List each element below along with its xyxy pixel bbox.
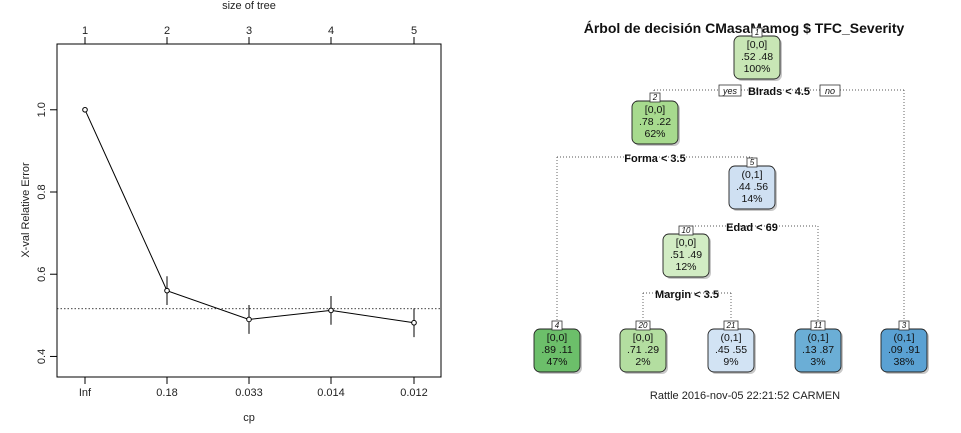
node-class-label: [0,0] [547, 332, 568, 344]
y-tick-label: 1.0 [36, 102, 48, 117]
top-tick-label: 2 [164, 25, 170, 37]
node-probabilities: .89 .11 [541, 344, 572, 356]
node-percent: 3% [810, 356, 825, 368]
node-id-box [810, 320, 826, 331]
node-percent: 12% [675, 261, 696, 273]
node-id-box [746, 157, 758, 168]
node-id-label: 10 [682, 226, 691, 235]
series-line [84, 109, 415, 324]
node-probabilities: .51 .49 [670, 249, 702, 261]
data-point [411, 319, 417, 326]
node-class-label: [0,0] [676, 237, 697, 249]
node-id-label: 4 [555, 321, 560, 330]
node-percent: 9% [723, 356, 738, 368]
node-percent: 38% [893, 356, 914, 368]
x-tick-label: 0.033 [235, 387, 263, 399]
node-id-label: 3 [902, 321, 907, 330]
no-label: no [825, 86, 835, 96]
node-class-label: (0,1] [893, 332, 914, 344]
x-axis: Inf 0.18 0.033 0.014 0.012 [79, 376, 428, 399]
node-probabilities: .45 .55 [715, 344, 747, 356]
node-percent: 47% [546, 356, 567, 368]
node-percent: 100% [744, 63, 771, 75]
node-percent: 2% [635, 356, 650, 368]
y-tick-label: 0.8 [36, 184, 48, 199]
node-class-label: [0,0] [645, 104, 666, 116]
error-bars [166, 276, 415, 338]
node-id-box [723, 320, 739, 331]
split-label: Forma < 3.5 [624, 153, 685, 165]
node-probabilities: .52 .48 [741, 51, 773, 63]
data-point [246, 316, 252, 323]
tree-title: Árbol de decisión CMasaMamog $ TFC_Sever… [584, 20, 905, 36]
node-id-box [751, 27, 763, 38]
y-axis: 0.4 0.6 0.8 1.0 [36, 102, 58, 364]
split-root: yes BIrads < 4.5 no [718, 84, 841, 98]
node-probabilities: .44 .56 [736, 181, 768, 193]
node-id-box [635, 320, 651, 331]
x-tick-label: Inf [79, 387, 92, 399]
top-tick-label: 1 [82, 25, 88, 37]
node-id-box [551, 320, 563, 331]
decision-tree: Árbol de decisión CMasaMamog $ TFC_Sever… [533, 20, 929, 402]
y-tick-label: 0.6 [36, 267, 48, 282]
y-axis-label: X-val Relative Error [20, 162, 32, 258]
node-percent: 14% [741, 193, 762, 205]
data-point [164, 287, 170, 294]
split-label: Edad < 69 [726, 222, 778, 234]
node-id-label: 11 [814, 321, 822, 330]
tree-footer: Rattle 2016-nov-05 22:21:52 CARMEN [650, 390, 840, 402]
node-id-label: 1 [755, 28, 759, 37]
x-tick-label: 0.012 [400, 387, 428, 399]
node-id-label: 2 [652, 93, 658, 102]
tree-node-21: 21 (0,1].45 .559% [707, 320, 756, 374]
node-class-label: (0,1] [741, 169, 762, 181]
x-tick-label: 0.18 [156, 387, 177, 399]
node-id-label: 5 [750, 158, 755, 167]
node-id-box [898, 320, 910, 331]
yes-label: yes [722, 86, 738, 96]
node-probabilities: .71 .29 [627, 344, 659, 356]
node-class-label: (0,1] [807, 332, 828, 344]
tree-node-11: 11 (0,1].13 .873% [794, 320, 843, 374]
top-tick-label: 4 [328, 25, 334, 37]
top-axis: 1 2 3 4 5 [82, 25, 417, 45]
data-point [328, 307, 334, 314]
data-points [82, 106, 417, 326]
node-probabilities: .78 .22 [639, 116, 671, 128]
split-label: BIrads < 4.5 [748, 86, 810, 98]
data-point [82, 106, 88, 113]
node-class-label: [0,0] [747, 39, 768, 51]
cp-plot: size of tree 1 2 3 4 5 0.4 0.6 0.8 1.0 X-val Re… [20, 0, 442, 424]
x-tick-label: 0.014 [317, 387, 345, 399]
node-id-box [678, 225, 694, 236]
node-probabilities: .09 .91 [888, 344, 920, 356]
split-label: Margin < 3.5 [655, 289, 719, 301]
node-id-label: 21 [726, 321, 736, 330]
no-box [819, 84, 841, 97]
node-percent: 62% [644, 128, 665, 140]
top-tick-label: 3 [246, 25, 252, 37]
node-id-label: 20 [638, 321, 648, 330]
y-tick-label: 0.4 [36, 349, 48, 364]
tree-node-20: 20 [0,0].71 .292% [619, 320, 668, 374]
node-class-label: (0,1] [720, 332, 741, 344]
top-axis-label: size of tree [222, 0, 276, 12]
node-id-box [649, 92, 661, 103]
node-probabilities: .13 .87 [802, 344, 834, 356]
node-class-label: [0,0] [633, 332, 654, 344]
yes-box [718, 84, 742, 97]
top-tick-label: 5 [411, 25, 417, 37]
x-axis-label: cp [243, 412, 255, 424]
